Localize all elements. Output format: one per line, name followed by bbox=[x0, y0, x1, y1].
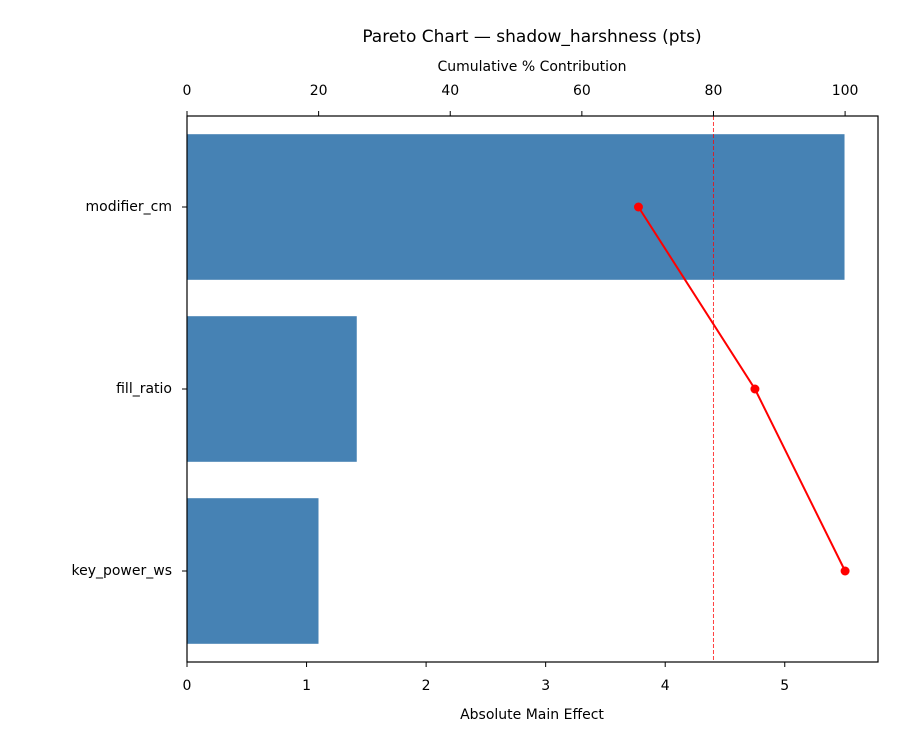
x2-tick-label: 40 bbox=[441, 83, 459, 99]
bar bbox=[187, 134, 845, 280]
cumulative-point bbox=[840, 566, 850, 576]
x-axis-label: Absolute Main Effect bbox=[460, 707, 604, 723]
x-tick-label: 0 bbox=[183, 678, 192, 694]
x-tick-label: 2 bbox=[422, 678, 431, 694]
x-tick-label: 5 bbox=[780, 678, 789, 694]
plot-frame bbox=[186, 115, 879, 663]
y-tick-label: fill_ratio bbox=[116, 381, 172, 397]
x2-tick-label: 100 bbox=[832, 83, 859, 99]
x-tick-label: 3 bbox=[541, 678, 550, 694]
chart-title: Pareto Chart — shadow_harshness (pts) bbox=[362, 27, 701, 47]
y-tick-label: modifier_cm bbox=[85, 199, 172, 215]
x-tick-label: 4 bbox=[661, 678, 670, 694]
cumulative-point bbox=[750, 384, 760, 394]
x2-tick-label: 0 bbox=[183, 83, 192, 99]
x2-tick-label: 60 bbox=[573, 83, 591, 99]
x2-tick-label: 80 bbox=[705, 83, 723, 99]
x2-axis-label: Cumulative % Contribution bbox=[437, 59, 626, 75]
bar bbox=[187, 316, 357, 462]
x2-tick-label: 20 bbox=[310, 83, 328, 99]
cumulative-point bbox=[633, 202, 643, 212]
bar bbox=[187, 498, 319, 644]
y-tick-label: key_power_ws bbox=[71, 563, 172, 579]
x-tick-label: 1 bbox=[302, 678, 311, 694]
